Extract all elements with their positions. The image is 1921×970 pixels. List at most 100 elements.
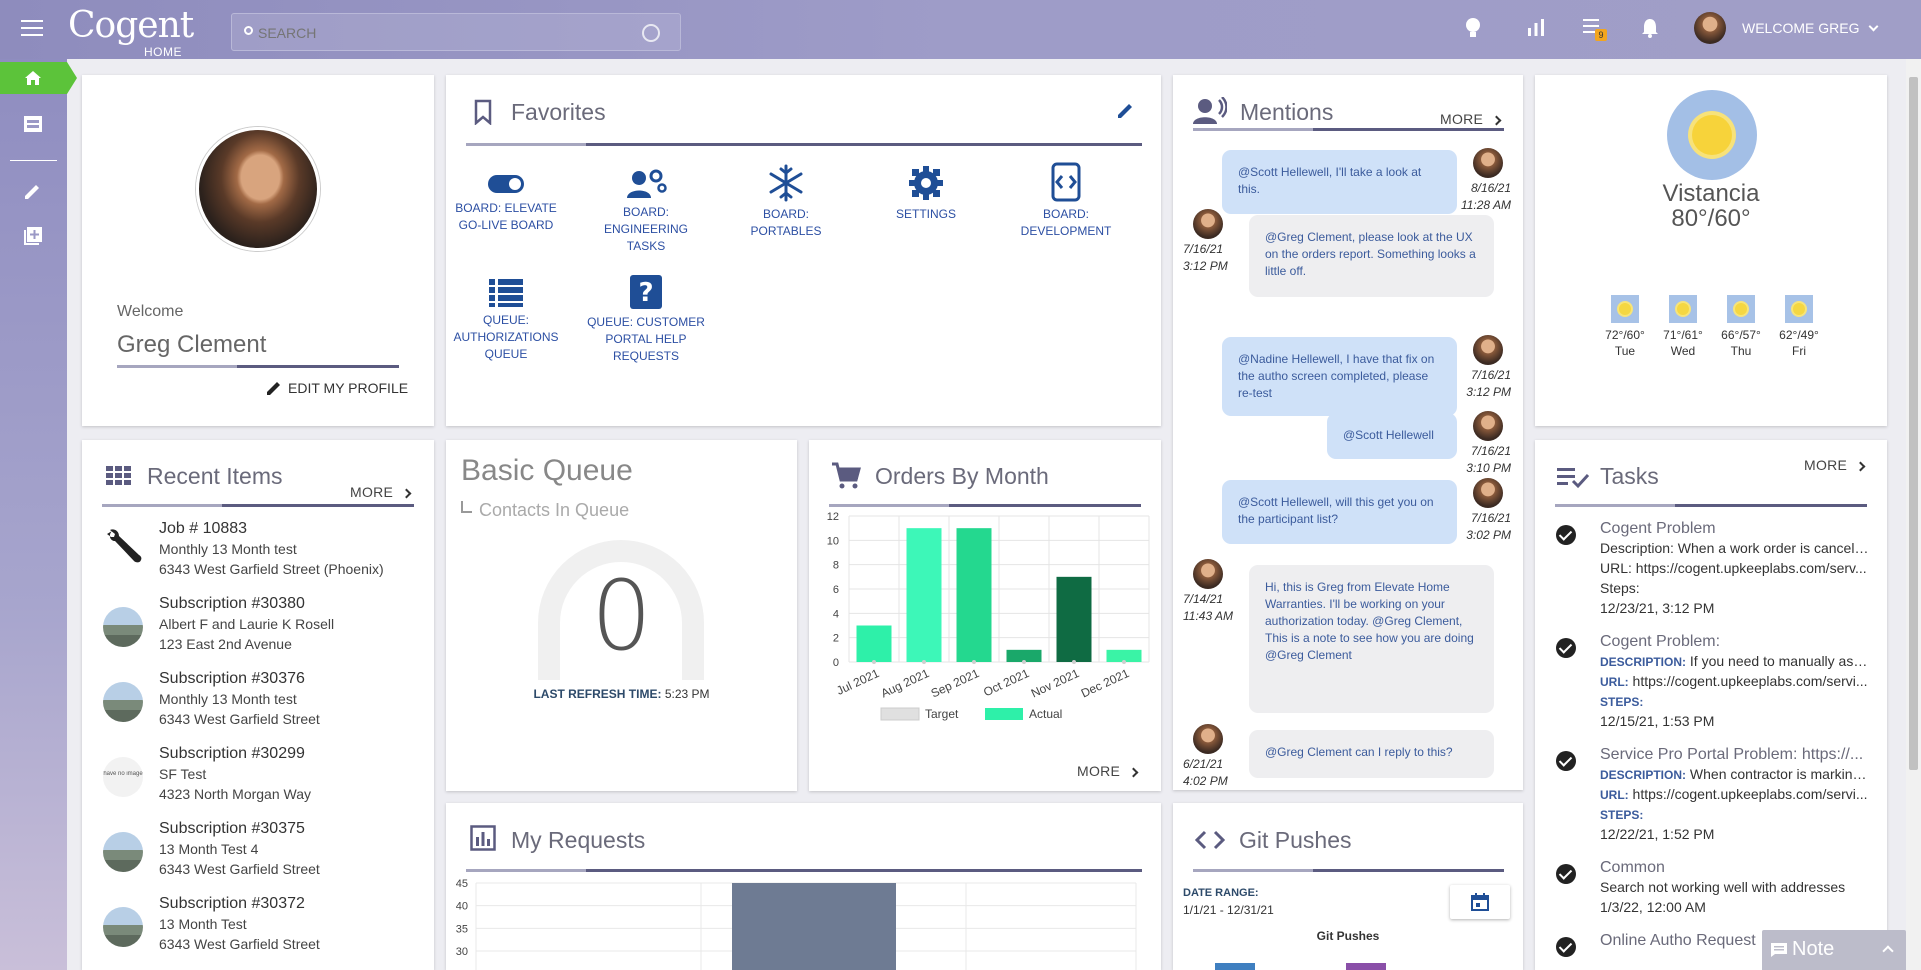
welcome-menu[interactable]: WELCOME GREG [1742, 20, 1879, 36]
check-circle-icon[interactable] [1556, 638, 1576, 658]
lightbulb-icon[interactable] [1462, 16, 1484, 40]
item-thumbnail [103, 607, 143, 647]
recent-more-button[interactable]: MORE [350, 484, 412, 500]
pencil-icon[interactable] [22, 180, 44, 202]
task-item[interactable]: Service Pro Portal Problem: https://... D… [1535, 746, 1887, 851]
favorite-label: SETTINGS [895, 207, 956, 221]
recent-item[interactable]: have no image Subscription #30299 SF Test 4… [82, 745, 434, 817]
target-point [1072, 660, 1076, 664]
thumbnail-text: have no image [103, 771, 143, 777]
mention-bubble[interactable]: @Scott Hellewell [1327, 413, 1457, 459]
task-list-icon[interactable]: 9 [1583, 19, 1607, 41]
task-line-value: 12/15/21, 1:53 PM [1600, 713, 1715, 729]
task-item[interactable]: Cogent Problem: DESCRIPTION: If you need … [1535, 633, 1887, 738]
tasks-underline [1555, 504, 1867, 507]
item-thumbnail [103, 907, 143, 947]
add-box-icon[interactable] [22, 225, 44, 247]
favorite-customer-portal-help[interactable]: ? QUEUE: CUSTOMER PORTAL HELP REQUESTS [586, 274, 706, 365]
search-box[interactable] [231, 13, 681, 51]
favorite-development[interactable]: BOARD: DEVELOPMENT [1006, 162, 1126, 240]
favorite-portables[interactable]: BOARD: PORTABLES [726, 164, 846, 240]
mention-date: 7/14/21 11:43 AM [1183, 591, 1233, 625]
chevron-up-icon [1882, 945, 1894, 957]
note-button[interactable]: Note [1762, 930, 1906, 970]
task-item[interactable]: Online Autho Request [1535, 932, 1887, 970]
check-circle-icon[interactable] [1556, 525, 1576, 545]
x-tick-label: Jul 2021 [834, 666, 881, 698]
recent-item[interactable]: Subscription #30375 13 Month Test 4 6343 W… [82, 820, 434, 892]
favorite-elevate-go-live[interactable]: BOARD: ELEVATE GO-LIVE BOARD [446, 172, 566, 234]
queue-title: Basic Queue [461, 454, 633, 487]
mention-bubble[interactable]: @Nadine Hellewell, I have that fix on th… [1222, 337, 1457, 416]
check-circle-icon[interactable] [1556, 751, 1576, 771]
mention-bubble[interactable]: @Greg Clement, please look at the UX on … [1249, 215, 1494, 297]
mention-bubble[interactable]: @Scott Hellewell, I'll take a look at th… [1222, 150, 1457, 214]
task-item[interactable]: Common Search not working well with addre… [1535, 859, 1887, 964]
recent-item[interactable]: Subscription #30380 Albert F and Laurie K… [82, 595, 434, 667]
task-line: Steps: [1600, 580, 1870, 596]
tasks-card: Tasks MORE Cogent Problem Description: Wh… [1535, 440, 1887, 970]
page-scrollbar[interactable] [1906, 59, 1921, 970]
task-line-value: Search not working well with addresses [1600, 879, 1846, 895]
mentions-more-button[interactable]: MORE [1440, 111, 1502, 127]
search-input[interactable] [258, 22, 618, 44]
mention-bubble[interactable]: @Scott Hellewell, will this get you on t… [1222, 480, 1457, 544]
profile-photo[interactable] [196, 127, 320, 251]
requests-underline [466, 869, 1142, 872]
app-logo[interactable]: Cogent HOME [68, 4, 194, 59]
globe-icon[interactable] [642, 24, 660, 42]
y-tick-label: 0 [833, 657, 839, 669]
forecast-temp: 72°/60° [1605, 328, 1645, 342]
recent-item[interactable]: Subscription #30372 13 Month Test 6343 Wes… [82, 895, 434, 967]
date-range-button[interactable] [1450, 885, 1510, 919]
scrollbar-thumb[interactable] [1909, 77, 1918, 770]
y-tick-label: 8 [833, 560, 839, 572]
wrench-icon [107, 529, 142, 563]
cart-icon [832, 462, 861, 489]
refresh-label: LAST REFRESH TIME: [533, 687, 662, 701]
tasks-more-button[interactable]: MORE [1804, 457, 1866, 473]
favorite-authorizations-queue[interactable]: QUEUE: AUTHORIZATIONS QUEUE [446, 278, 566, 363]
bell-icon[interactable] [1640, 17, 1660, 39]
mention-date-day: 6/21/21 [1183, 757, 1224, 771]
favorite-label: QUEUE: AUTHORIZATIONS QUEUE [453, 313, 559, 361]
favorite-engineering-tasks[interactable]: BOARD: ENGINEERING TASKS [586, 166, 706, 255]
recent-item-line2: 6343 West Garfield Street [159, 861, 320, 877]
favorite-settings[interactable]: SETTINGS [866, 164, 986, 223]
x-tick-label: Dec 2021 [1079, 666, 1132, 701]
check-circle-icon[interactable] [1556, 937, 1576, 957]
menu-icon[interactable] [21, 20, 43, 36]
task-line: URL: https://cogent.upkeeplabs.com/serv.… [1600, 560, 1870, 576]
chart-icon[interactable] [1526, 18, 1546, 38]
task-line: 1/3/22, 12:00 AM [1600, 899, 1870, 915]
mention-avatar [1473, 148, 1503, 178]
bookmark-icon [474, 99, 492, 125]
favorite-label: QUEUE: CUSTOMER PORTAL HELP REQUESTS [587, 315, 705, 363]
mention-bubble[interactable]: @Greg Clement can I reply to this? [1249, 730, 1494, 778]
chevron-right-icon [401, 488, 412, 499]
subdirectory-arrow-icon [461, 501, 472, 513]
task-line-value: URL: https://cogent.upkeeplabs.com/serv.… [1600, 560, 1867, 576]
inbox-icon[interactable] [22, 113, 44, 135]
check-circle-icon[interactable] [1556, 864, 1576, 884]
sidebar-item-home[interactable] [0, 62, 77, 94]
weather-card: Vistancia 80°/60° 72°/60° Tue 71°/61° Wed … [1535, 75, 1887, 426]
recent-item[interactable]: Job # 10883 Monthly 13 Month test 6343 Wes… [82, 520, 434, 592]
edit-favorites-icon[interactable] [1116, 100, 1136, 120]
edit-profile-button[interactable]: EDIT MY PROFILE [265, 379, 408, 397]
forecast-temp: 66°/57° [1721, 328, 1761, 342]
recent-item[interactable]: Subscription #30376 Monthly 13 Month test… [82, 670, 434, 742]
item-thumbnail: have no image [103, 757, 143, 797]
recent-item-line2: 6343 West Garfield Street (Phoenix) [159, 561, 384, 577]
task-line-value: https://cogent.upkeeplabs.com/servi... [1628, 786, 1868, 802]
orders-more-button[interactable]: MORE [1077, 763, 1139, 779]
recent-item-title: Subscription #30375 [159, 820, 305, 837]
mentions-list[interactable]: @Scott Hellewell, I'll take a look at th… [1173, 135, 1523, 790]
favorite-label: BOARD: DEVELOPMENT [1020, 207, 1112, 238]
task-item[interactable]: Cogent Problem Description: When a work o… [1535, 520, 1887, 625]
mention-bubble[interactable]: Hi, this is Greg from Elevate Home Warra… [1249, 565, 1494, 713]
y-tick-label: 30 [456, 946, 468, 958]
welcome-text: WELCOME GREG [1742, 20, 1860, 36]
requests-bar-chart: 30 35 40 45 [456, 878, 1137, 970]
user-avatar[interactable] [1694, 12, 1726, 44]
